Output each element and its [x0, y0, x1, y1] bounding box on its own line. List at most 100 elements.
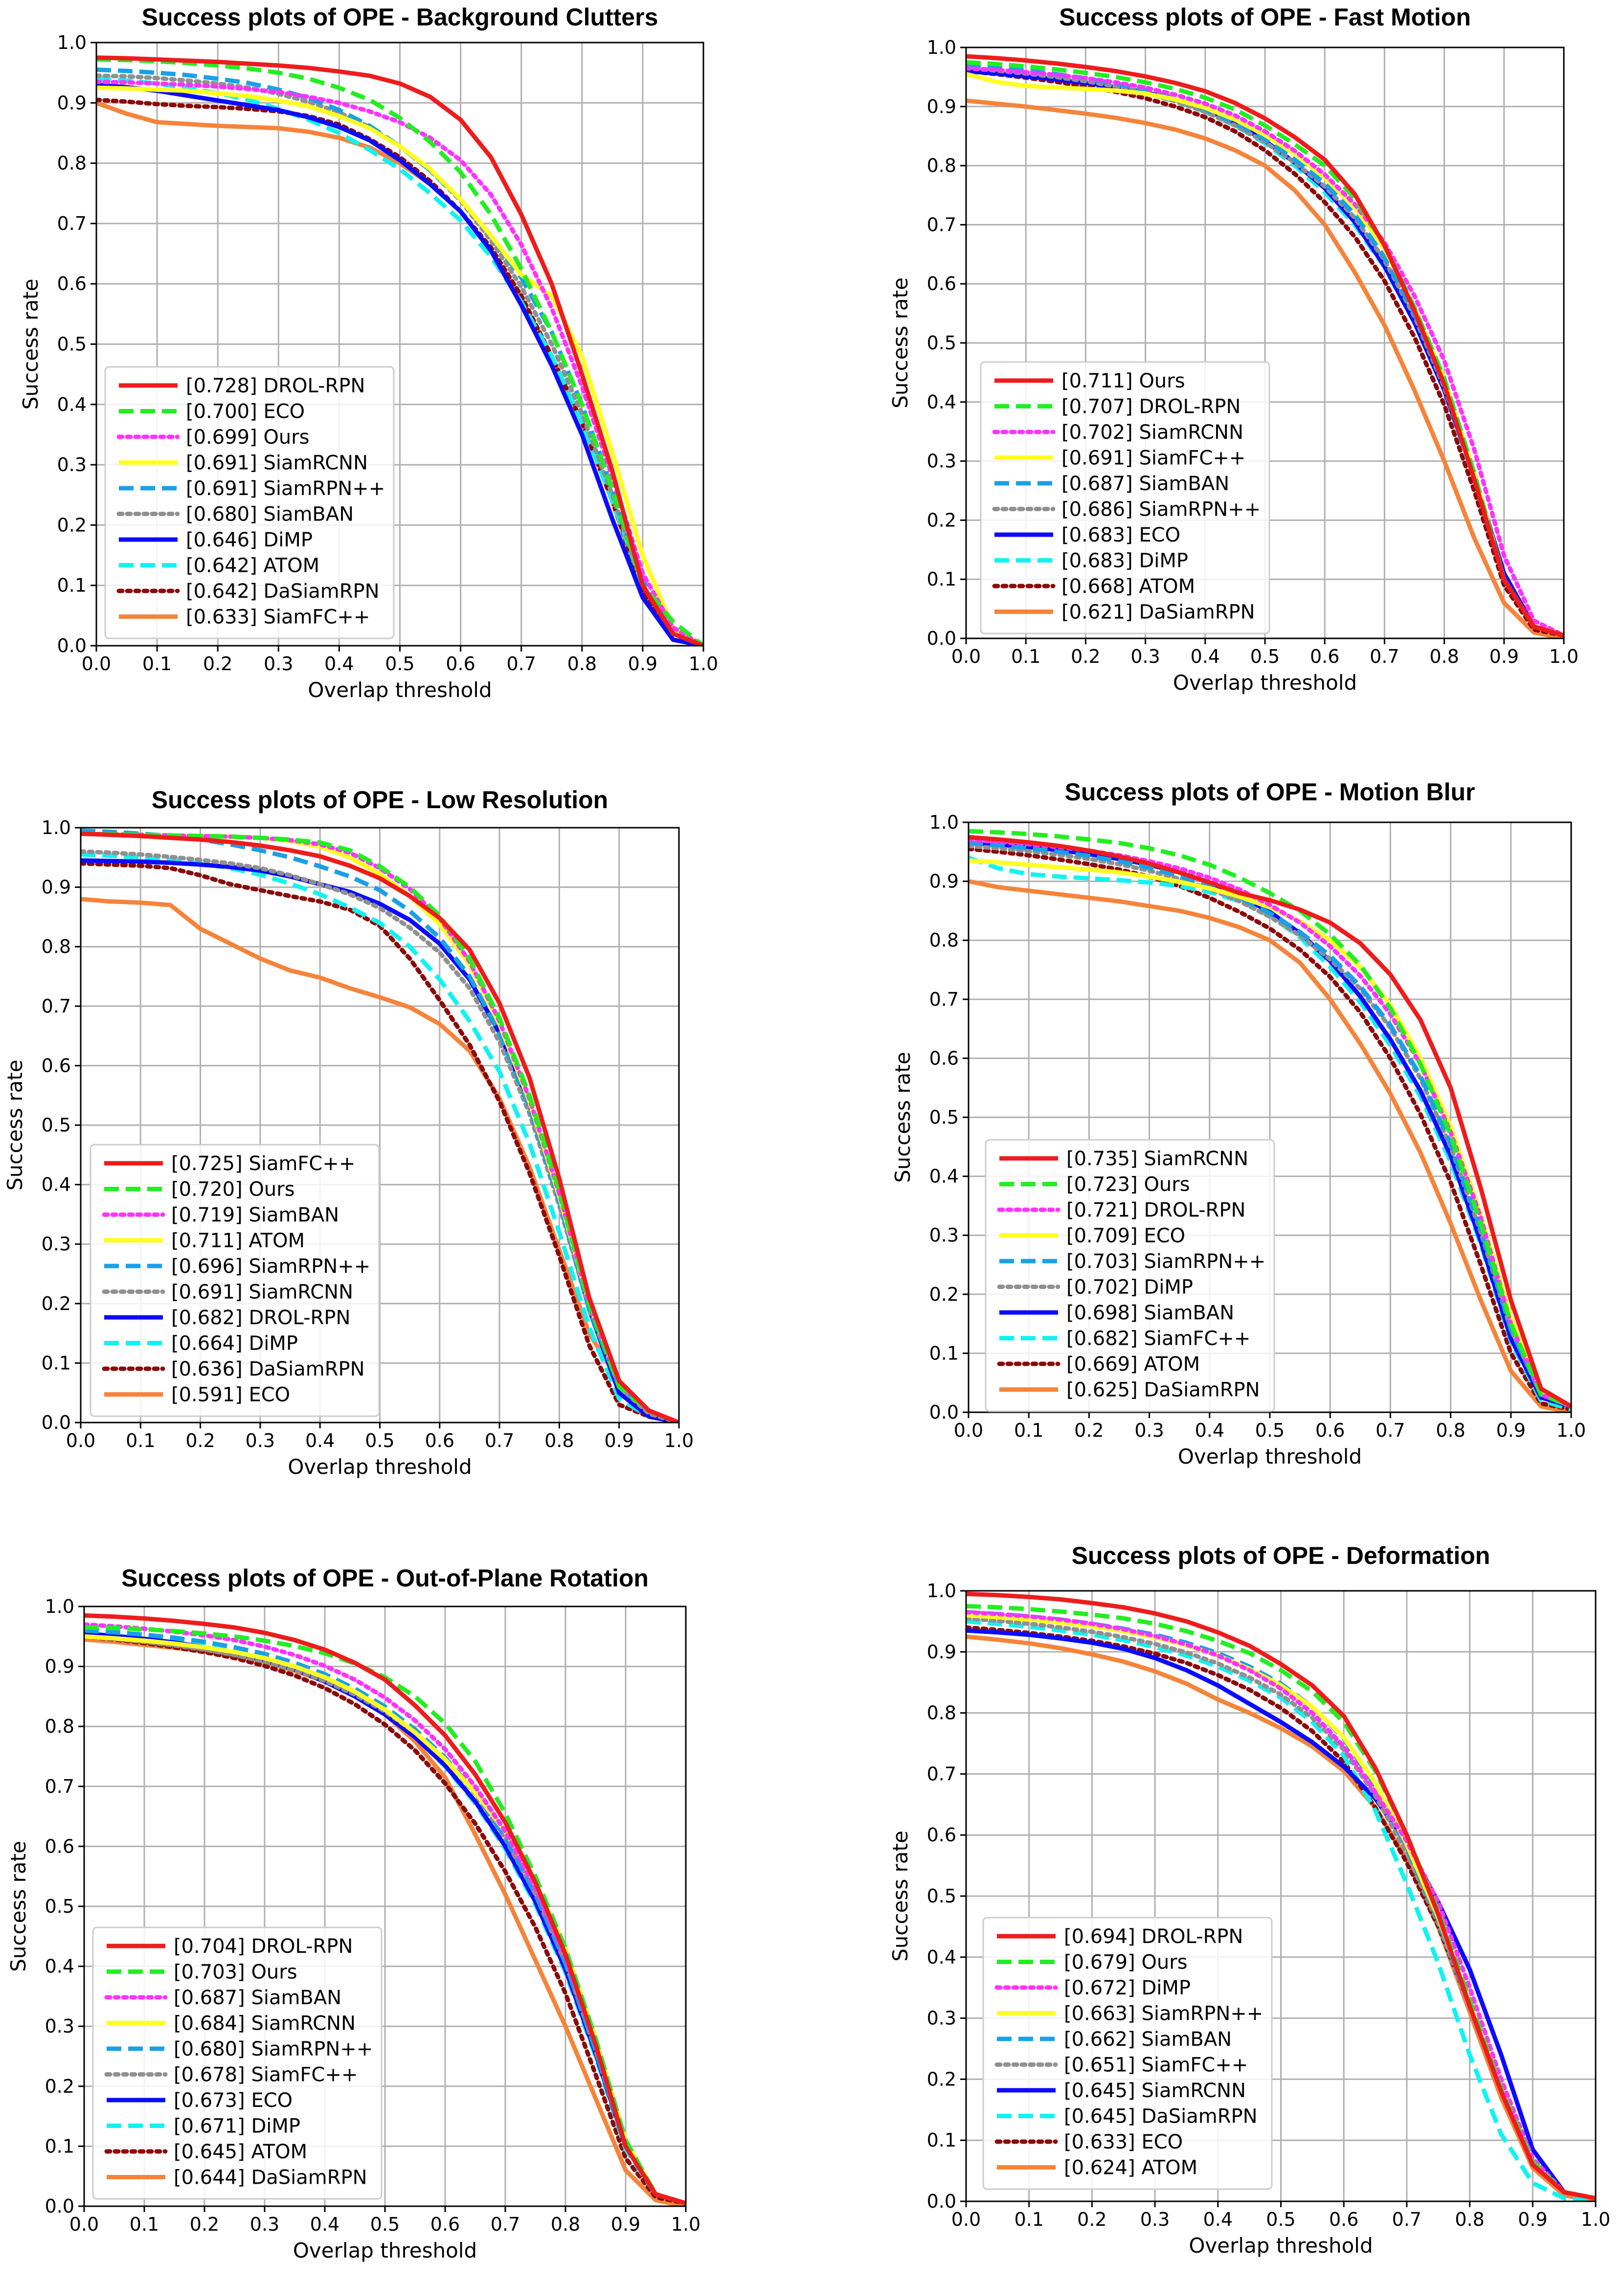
- chart-title: Success plots of OPE - Out-of-Plane Rota…: [121, 1564, 649, 1592]
- y-tick-label: 0.4: [57, 394, 87, 415]
- series-line-dasiamrpn: [81, 861, 679, 1423]
- legend-entry: [0.633] SiamFC++: [186, 606, 370, 629]
- y-tick-label: 0.0: [57, 635, 87, 656]
- y-tick-label: 0.2: [927, 509, 956, 531]
- series-line-siamrcnn: [96, 86, 703, 646]
- x-tick-label: 0.0: [66, 1430, 95, 1451]
- y-tick-label: 0.3: [42, 1233, 71, 1255]
- legend-entry: [0.621] DaSiamRPN: [1061, 601, 1255, 624]
- y-tick-label: 0.2: [929, 1284, 959, 1305]
- y-tick-label: 0.9: [929, 871, 959, 892]
- legend-entry: [0.735] SiamRCNN: [1066, 1148, 1248, 1170]
- legend-entry: [0.720] Ours: [171, 1178, 295, 1201]
- legend-entry: [0.691] SiamRPN++: [186, 477, 385, 500]
- series-line-atom: [96, 76, 703, 646]
- x-tick-label: 1.0: [689, 653, 718, 675]
- y-tick-label: 0.2: [927, 2068, 956, 2090]
- x-tick-label: 1.0: [1556, 1420, 1586, 1441]
- y-tick-label: 0.7: [927, 214, 956, 235]
- series-line-dimp: [966, 1610, 1596, 2201]
- legend-entry: [0.668] ATOM: [1061, 575, 1195, 598]
- x-tick-label: 0.6: [425, 1430, 454, 1451]
- x-axis-label: Overlap threshold: [288, 1455, 472, 1479]
- x-tick-label: 0.6: [1310, 646, 1339, 667]
- x-tick-label: 0.0: [82, 653, 111, 675]
- y-tick-label: 0.0: [927, 628, 956, 649]
- x-tick-label: 0.3: [1130, 646, 1160, 667]
- y-tick-label: 1.0: [929, 812, 959, 833]
- legend-entry: [0.642] ATOM: [186, 555, 319, 577]
- series-line-siamfc-: [81, 831, 679, 1423]
- y-axis-label: Success rate: [888, 1831, 912, 1962]
- legend-entry: [0.663] SiamRPN++: [1064, 2003, 1263, 2025]
- x-tick-label: 0.8: [544, 1430, 574, 1451]
- x-tick-label: 0.7: [485, 1430, 514, 1451]
- legend-entry: [0.711] Ours: [1061, 370, 1185, 392]
- x-tick-label: 0.9: [1489, 646, 1519, 667]
- x-tick-label: 0.7: [506, 653, 536, 675]
- legend-entry: [0.664] DiMP: [171, 1333, 298, 1355]
- y-tick-label: 0.1: [45, 2135, 74, 2157]
- legend-entry: [0.694] DROL-RPN: [1064, 1925, 1243, 1948]
- legend-entry: [0.642] DaSiamRPN: [186, 580, 380, 603]
- x-tick-label: 0.3: [246, 1430, 275, 1451]
- y-tick-label: 0.9: [927, 1641, 956, 1663]
- x-tick-label: 0.9: [1518, 2209, 1547, 2230]
- y-tick-label: 0.6: [927, 1824, 956, 1846]
- x-tick-label: 0.9: [1496, 1420, 1526, 1441]
- legend-entry: [0.696] SiamRPN++: [171, 1255, 370, 1278]
- series-line-eco: [81, 897, 679, 1423]
- y-tick-label: 0.3: [57, 454, 87, 475]
- y-tick-label: 0.3: [45, 2015, 74, 2037]
- legend: [0.711] Ours [0.707] DROL-RPN [0.702] Siam…: [980, 361, 1270, 634]
- legend-entry: [0.646] DiMP: [186, 529, 313, 551]
- y-tick-label: 0.4: [927, 1946, 956, 1968]
- x-tick-label: 0.0: [951, 2209, 981, 2230]
- series-line-atom: [969, 846, 1571, 1412]
- x-axis-label: Overlap threshold: [308, 678, 492, 702]
- y-tick-label: 0.5: [57, 334, 87, 355]
- y-tick-label: 0.0: [45, 2195, 74, 2217]
- x-tick-label: 0.6: [446, 653, 475, 675]
- y-tick-label: 0.8: [57, 153, 87, 174]
- legend-entry: [0.633] ECO: [1064, 2131, 1183, 2153]
- x-tick-label: 0.1: [1011, 646, 1040, 667]
- y-tick-label: 0.5: [927, 1885, 956, 1907]
- legend-entry: [0.645] DaSiamRPN: [1064, 2105, 1258, 2128]
- x-tick-label: 0.6: [430, 2214, 460, 2235]
- x-tick-label: 0.4: [1203, 2209, 1233, 2230]
- y-tick-label: 0.1: [927, 568, 956, 590]
- x-tick-label: 0.6: [1329, 2209, 1358, 2230]
- x-tick-label: 0.8: [1436, 1420, 1465, 1441]
- chart-title: Success plots of OPE - Fast Motion: [1059, 3, 1471, 31]
- series-line-dimp: [96, 82, 703, 646]
- y-tick-label: 0.7: [57, 213, 87, 234]
- x-tick-label: 0.3: [1134, 1420, 1164, 1441]
- x-tick-label: 1.0: [1549, 646, 1579, 667]
- series-line-ours: [969, 829, 1571, 1409]
- legend-entry: [0.645] SiamRCNN: [1064, 2080, 1246, 2102]
- legend: [0.725] SiamFC++ [0.720] Ours [0.719] Siam…: [90, 1144, 380, 1417]
- series-line-siamrpn-: [969, 840, 1571, 1409]
- y-tick-label: 0.7: [45, 1776, 74, 1797]
- x-tick-label: 0.4: [305, 1430, 335, 1451]
- chart-opr: 0.00.0 0.1 0.1 0.2 0.2 0.3 0.3 0.4 0.4 0.5 0.5 0.6 0…: [6, 1564, 700, 2262]
- series-line-ours: [96, 79, 703, 646]
- legend-entry: [0.624] ATOM: [1064, 2157, 1197, 2179]
- chart-title: Success plots of OPE - Background Clutte…: [142, 3, 658, 31]
- legend-entry: [0.728] DROL-RPN: [186, 375, 365, 397]
- x-tick-label: 0.3: [264, 653, 293, 675]
- y-tick-label: 0.9: [42, 877, 71, 898]
- y-tick-label: 0.6: [57, 273, 87, 294]
- chart-mb: 0.00.0 0.1 0.1 0.2 0.2 0.3 0.3 0.4 0.4 0.5 0.5 0.6 0…: [891, 778, 1586, 1469]
- y-tick-label: 1.0: [45, 1596, 74, 1617]
- series-line-dasiamrpn: [966, 98, 1564, 638]
- y-tick-label: 0.8: [42, 936, 71, 957]
- legend: [0.728] DROL-RPN [0.700] ECO [0.699] Ours […: [104, 366, 395, 639]
- legend-entry: [0.691] SiamFC++: [1061, 447, 1245, 470]
- y-tick-label: 0.5: [42, 1114, 71, 1136]
- legend-entry: [0.651] SiamFC++: [1064, 2054, 1248, 2077]
- series-line-dimp: [81, 852, 679, 1423]
- legend-entry: [0.591] ECO: [171, 1384, 290, 1406]
- y-tick-label: 0.4: [45, 1956, 74, 1977]
